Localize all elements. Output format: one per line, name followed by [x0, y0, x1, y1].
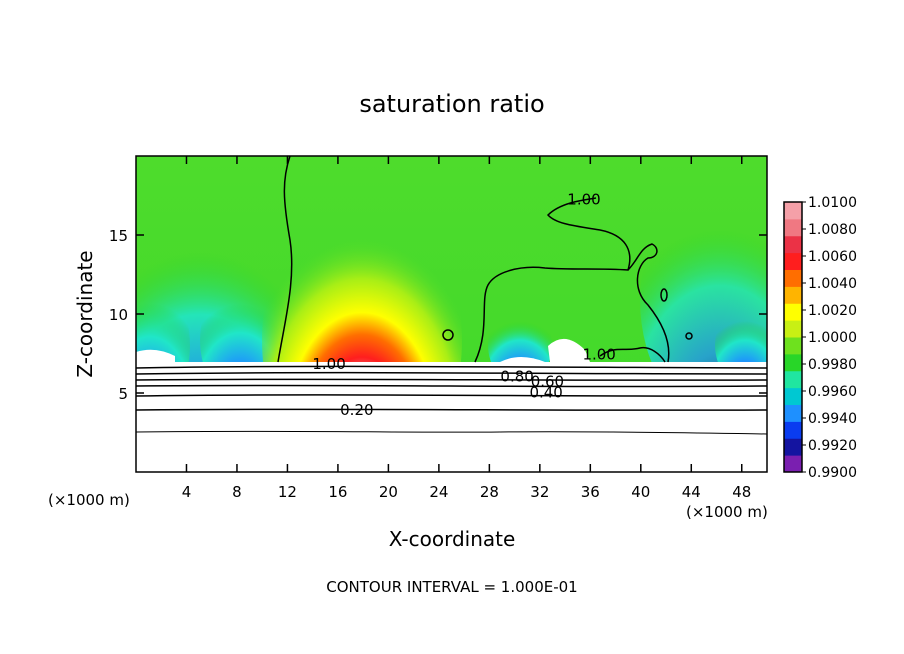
colorbar-swatch [784, 438, 802, 456]
y-tick-label: 10 [109, 306, 128, 324]
colorbar-swatch [784, 455, 802, 473]
contour-labels: 1.00 1.00 1.00 0.800.600.40 0.20 [312, 191, 615, 419]
x-tick-label: 28 [480, 483, 499, 501]
x-tick-label: 44 [682, 483, 701, 501]
contour-line [136, 365, 767, 369]
contour-label: 0.40 [529, 383, 562, 401]
contour-label: 0.60 [531, 372, 564, 390]
x-tick-label: 40 [631, 483, 650, 501]
colorbar-swatch [784, 218, 802, 237]
x-tick-label: 20 [379, 483, 398, 501]
chart-title: saturation ratio [359, 90, 544, 118]
plot-area: 1.00 1.00 1.00 0.800.600.40 0.20 [136, 156, 767, 472]
x-tick-label: 32 [530, 483, 549, 501]
lower-white-region [136, 362, 767, 472]
colorbar-label: 1.0100 [808, 195, 857, 211]
colorbar-swatch [784, 421, 802, 439]
colorbar-label: 1.0000 [808, 330, 857, 346]
x-tick-label: 4 [182, 483, 192, 501]
contour-line [660, 288, 668, 302]
y-tick-label: 15 [109, 227, 128, 245]
contour-label: 1.00 [567, 191, 600, 209]
contour-line [442, 329, 454, 341]
contour-label: 1.00 [582, 346, 615, 364]
colorbar-swatch [784, 404, 802, 422]
colorbar-swatch [784, 235, 802, 254]
x-axis-label: X-coordinate [389, 527, 516, 551]
contour-line [136, 384, 767, 388]
contour-line [136, 408, 767, 411]
white-patch [548, 338, 590, 362]
x-unit-label-right: (×1000 m) [686, 503, 768, 521]
x-tick-label: 12 [278, 483, 297, 501]
y-axis-label: Z-coordinate [73, 250, 97, 377]
colorbar-swatch [784, 320, 802, 338]
x-tick-label: 8 [232, 483, 242, 501]
colorbar-swatch [784, 303, 802, 321]
white-patch [500, 357, 545, 362]
contour-interval-footer: CONTOUR INTERVAL = 1.000E-01 [326, 578, 577, 596]
colorbar-label: 0.9920 [808, 438, 857, 454]
colorbar-swatch [784, 337, 802, 355]
colorbar-swatch [784, 370, 802, 389]
contour-line [136, 371, 767, 375]
x-axis: 4 8 12 16 20 24 28 32 36 40 44 48 [182, 156, 751, 501]
colorbar-label: 1.0020 [808, 303, 857, 319]
x-unit-label-left: (×1000 m) [48, 491, 130, 509]
y-axis: 5 10 15 [109, 227, 767, 403]
colorbar-swatch [784, 353, 802, 372]
colorbar-label: 0.9980 [808, 357, 857, 373]
contour-line [277, 156, 293, 363]
contour-label: 0.80 [500, 368, 533, 386]
colorbar-label: 0.9940 [808, 411, 857, 427]
colorbar-swatch [784, 269, 802, 287]
colorbar-swatch [784, 387, 802, 405]
x-tick-label: 16 [328, 483, 347, 501]
x-tick-label: 24 [429, 483, 448, 501]
contour-line [136, 430, 767, 435]
colorbar-swatch [784, 202, 802, 220]
contour-label: 1.00 [312, 355, 345, 373]
colorbar-label: 0.9960 [808, 384, 857, 400]
contour-line [136, 378, 767, 381]
contour-line [627, 243, 670, 363]
colorbar-swatch [784, 252, 802, 270]
contour-line [599, 346, 666, 363]
contour-line [474, 197, 631, 363]
white-patch [136, 349, 175, 362]
x-tick-label: 36 [581, 483, 600, 501]
contour-lines [136, 156, 767, 435]
colorbar: 1.0100 1.0080 1.0060 1.0040 1.0020 1.0000 0.99… [783, 195, 857, 481]
colorbar-label: 0.9900 [808, 465, 857, 481]
contour-line [685, 332, 693, 340]
y-tick-label: 5 [118, 385, 128, 403]
x-tick-label: 48 [732, 483, 751, 501]
colorbar-label: 1.0080 [808, 222, 857, 238]
colorbar-swatch [784, 286, 802, 304]
colorbar-label: 1.0040 [808, 276, 857, 292]
colorbar-label: 1.0060 [808, 249, 857, 265]
contour-label: 0.20 [340, 401, 373, 419]
contour-line [136, 394, 767, 397]
